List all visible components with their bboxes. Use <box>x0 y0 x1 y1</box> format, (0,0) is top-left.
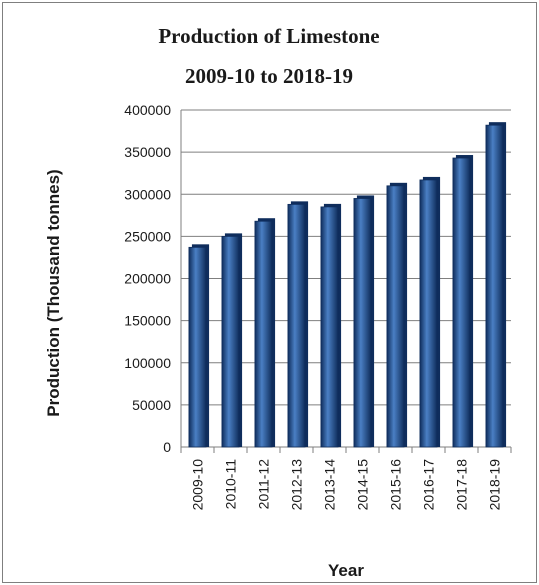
bar-2015-16 <box>386 185 405 448</box>
x-axis-label: Year <box>328 561 364 580</box>
y-tick-label: 0 <box>163 439 171 455</box>
chart-title: Production of Limestone <box>158 24 379 48</box>
x-tick-label: 2009-10 <box>190 459 206 511</box>
x-tick-label: 2014-15 <box>355 459 371 511</box>
bar-2009-10 <box>188 246 207 448</box>
bar-2018-19 <box>485 124 504 448</box>
x-tick-label: 2015-16 <box>388 459 404 511</box>
x-tick-label: 2013-14 <box>322 459 338 511</box>
x-tick-label: 2012-13 <box>289 459 305 511</box>
x-tick-label: 2011-12 <box>256 459 272 510</box>
bar-2014-15 <box>353 198 372 448</box>
y-tick-label: 100000 <box>124 355 171 371</box>
y-tick-label: 200000 <box>124 271 171 287</box>
y-tick-label: 250000 <box>124 228 171 244</box>
bar-chart: Production of Limestone 2009-10 to 2018-… <box>44 24 512 580</box>
bar-2011-12 <box>254 220 273 448</box>
y-tick-labels: 0 50000 100000 150000 200000 250000 300000 3500… <box>124 102 171 455</box>
y-axis-label: Production (Thousand tonnes) <box>44 169 63 416</box>
chart-subtitle: 2009-10 to 2018-19 <box>185 64 353 88</box>
y-tick-label: 400000 <box>124 102 171 118</box>
bars <box>188 122 507 448</box>
y-tick-label: 300000 <box>124 186 171 202</box>
x-tick-label: 2018-19 <box>487 459 503 511</box>
y-tick-label: 350000 <box>124 144 171 160</box>
bar-2012-13 <box>287 203 306 448</box>
y-tick-label: 150000 <box>124 313 171 329</box>
x-tick-labels: 2009-10 2010-11 2011-12 2012-13 2013-14 2014-… <box>190 459 503 511</box>
x-tick-label: 2016-17 <box>421 459 437 511</box>
x-tick-label: 2017-18 <box>454 459 470 511</box>
x-tick-label: 2010-11 <box>223 459 239 510</box>
y-tick-label: 50000 <box>132 397 171 413</box>
bar-2010-11 <box>221 235 240 448</box>
bar-2017-18 <box>452 157 471 448</box>
bar-2016-17 <box>419 179 438 448</box>
bar-2013-14 <box>320 206 339 448</box>
